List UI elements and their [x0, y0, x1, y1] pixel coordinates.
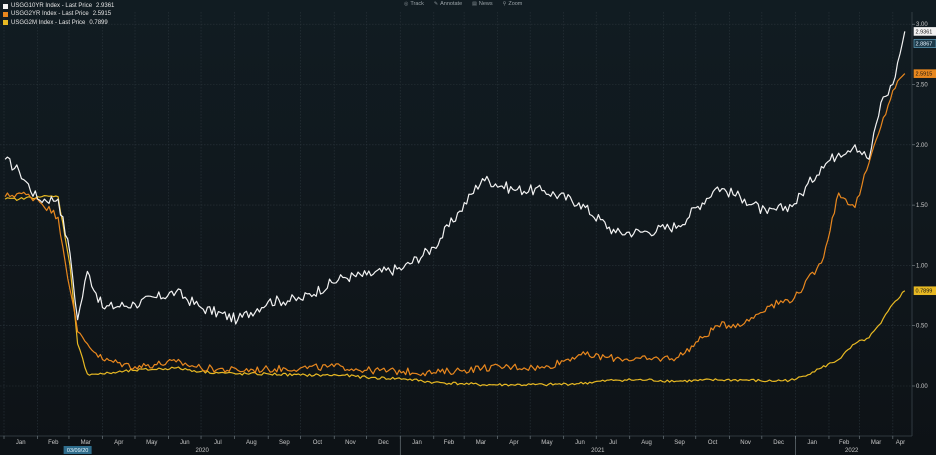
legend-swatch [3, 11, 8, 17]
x-tick-label: Aug [641, 440, 652, 446]
x-tick-label: May [541, 440, 552, 446]
x-tick-label: Dec [773, 440, 784, 446]
y-tick-label: 1.50 [916, 203, 928, 209]
x-tick-label: Jan [412, 440, 422, 446]
legend-entry: USGG2YR Index - Last Price 2.5915 [3, 10, 114, 18]
x-tick-label: Apr [509, 440, 518, 446]
series-lines [4, 31, 906, 387]
x-tick-label: Feb [839, 440, 850, 446]
annotate-button[interactable]: ✎ Annotate [433, 1, 463, 7]
x-tick-label: Dec [378, 440, 389, 446]
x-tick-label: Jul [214, 440, 222, 446]
legend-entry: USGG2M Index - Last Price 0.7899 [3, 19, 114, 27]
x-tick-label: Apr [896, 440, 905, 446]
x-tick-label: Feb [444, 440, 455, 446]
legend-label: USGG10YR Index - Last Price [11, 3, 93, 9]
zoom-button[interactable]: ⚲ Zoom [502, 1, 523, 7]
year-label: 2020 [195, 448, 209, 454]
x-tick-label: Mar [81, 440, 91, 446]
legend-label: USGG2M Index - Last Price [11, 19, 86, 26]
x-tick-label: Jul [609, 440, 617, 446]
y-tick-label: 0.50 [916, 324, 928, 330]
track-icon: ◎ [404, 1, 409, 7]
chart-toolbar: ◎ Track ✎ Annotate ▤ News ⚲ Zoom [404, 0, 522, 8]
x-tick-label: Sep [674, 440, 685, 446]
date-marker-label: 03/09/20 [67, 448, 88, 454]
x-tick-label: Oct [708, 440, 718, 446]
x-tick-label: Aug [246, 440, 257, 446]
year-label: 2022 [845, 448, 859, 454]
legend-value: 0.7899 [89, 19, 108, 26]
axis-tag-2m-box [913, 286, 936, 296]
axis-tag-2yr: 2.5915 [916, 72, 933, 78]
y-axis: 0.00 0.50 1.00 1.50 2.00 2.50 3.002.9361 2.8867… [911, 12, 936, 436]
x-tick-label: Apr [114, 440, 123, 446]
news-icon: ▤ [472, 1, 477, 7]
legend-swatch [3, 3, 8, 9]
x-tick-label: Jun [575, 440, 585, 446]
x-tick-label: Nov [740, 440, 751, 446]
legend-value: 2.5915 [92, 11, 112, 18]
legend-swatch [3, 20, 8, 26]
y-tick-label: 2.50 [916, 83, 928, 89]
axis-tag-10yr-alt: 2.8867 [916, 41, 933, 47]
series-line [4, 73, 906, 377]
legend-value: 2.9361 [96, 3, 115, 9]
x-tick-label: Mar [476, 440, 486, 446]
zoom-icon: ⚲ [502, 1, 507, 7]
x-tick-label: Sep [279, 440, 290, 446]
x-axis: Jan Feb Mar Apr May Jun Jul Aug Sep Oct Nov Dec Jan F… [0, 435, 912, 455]
axis-tag-10yr-alt-box [913, 39, 936, 48]
x-tick-label: Oct [313, 440, 323, 446]
date-marker-box [63, 446, 92, 454]
y-tick-label: 3.00 [916, 22, 928, 28]
series-line [4, 195, 906, 387]
axis-tag-10yr-box [913, 27, 936, 36]
x-tick-label: Mar [871, 440, 881, 446]
year-label: 2021 [591, 448, 605, 454]
x-tick-label: Nov [345, 440, 356, 446]
series-line [4, 31, 906, 325]
x-tick-label: Jun [180, 440, 190, 446]
grid [0, 12, 912, 436]
axis-tag-2yr-box [913, 69, 936, 78]
track-button[interactable]: ◎ Track [404, 1, 424, 7]
axis-tag-2m: 0.7899 [916, 289, 933, 295]
x-tick-label: Jan [807, 440, 817, 446]
annotate-icon: ✎ [433, 1, 439, 7]
y-tick-label: 1.00 [916, 263, 928, 269]
x-tick-label: Feb [48, 440, 59, 446]
axis-tag-10yr: 2.9361 [916, 29, 933, 35]
news-button[interactable]: ▤ News [472, 1, 493, 7]
y-tick-label: 2.00 [916, 143, 928, 149]
x-tick-label: Jan [16, 440, 26, 446]
x-tick-label: May [146, 440, 157, 446]
legend-entry: USGG10YR Index - Last Price 2.9361 [3, 2, 114, 10]
y-tick-label: 0.00 [916, 384, 928, 390]
legend: USGG10YR Index - Last Price 2.9361 USGG2… [3, 2, 114, 27]
legend-label: USGG2YR Index - Last Price [11, 11, 89, 18]
